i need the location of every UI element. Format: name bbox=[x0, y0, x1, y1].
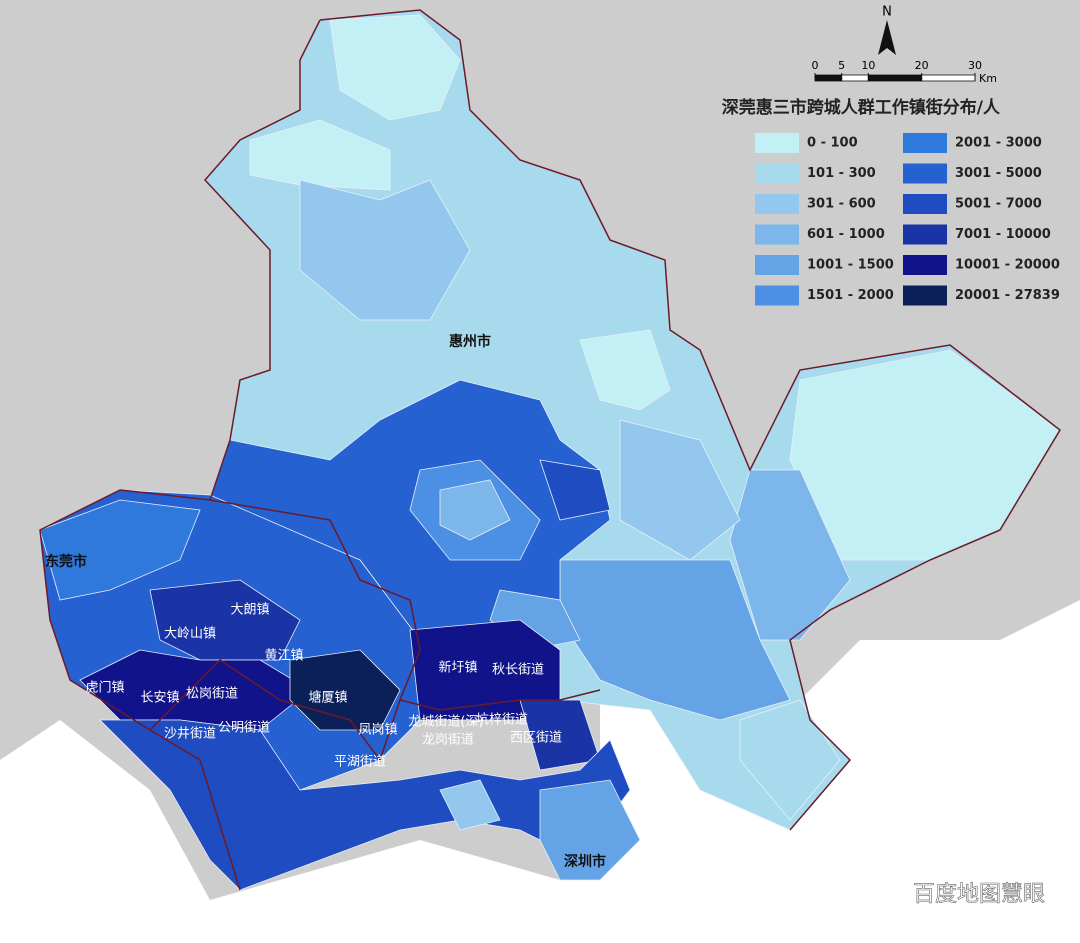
legend-label: 7001 - 10000 bbox=[955, 227, 1051, 242]
scale-label: 30 bbox=[968, 59, 982, 72]
scale-segment bbox=[814, 74, 843, 82]
legend-swatch bbox=[903, 194, 947, 214]
legend-swatch bbox=[903, 285, 947, 306]
place-label: 龙城街道(深) bbox=[408, 715, 483, 730]
place-label: 长安镇 bbox=[140, 691, 179, 706]
legend-swatch bbox=[755, 163, 799, 184]
place-label: 公明街道 bbox=[218, 721, 270, 736]
place-label: 东莞市 bbox=[45, 553, 87, 570]
place-label: 松岗街道 bbox=[186, 687, 238, 702]
district bbox=[619, 419, 741, 561]
legend-swatch bbox=[903, 224, 947, 245]
district bbox=[329, 14, 461, 121]
legend-label: 3001 - 5000 bbox=[955, 166, 1042, 181]
scale-label: 20 bbox=[915, 59, 929, 72]
place-label: 平湖街道 bbox=[334, 755, 386, 770]
legend-swatch bbox=[903, 255, 947, 275]
legend-label: 301 - 600 bbox=[807, 197, 876, 212]
legend-label: 1001 - 1500 bbox=[807, 258, 894, 273]
scale-segment bbox=[921, 74, 976, 82]
place-label: 深圳市 bbox=[564, 853, 606, 870]
legend-label: 5001 - 7000 bbox=[955, 197, 1042, 212]
place-label: 大岭山镇 bbox=[164, 627, 216, 642]
scale-segment bbox=[841, 74, 869, 82]
legend-swatch bbox=[903, 133, 947, 153]
watermark: 百度地图慧眼 bbox=[913, 882, 1045, 907]
north-arrow bbox=[878, 20, 896, 55]
legend-label: 1501 - 2000 bbox=[807, 288, 894, 303]
legend-label: 601 - 1000 bbox=[807, 227, 885, 242]
scale-label: 0 bbox=[812, 59, 819, 72]
place-label: 西区街道 bbox=[510, 731, 562, 746]
city-border bbox=[39, 19, 321, 891]
place-label: 黄江镇 bbox=[264, 649, 303, 664]
legend-swatch bbox=[755, 255, 799, 275]
scale-segment bbox=[867, 74, 923, 82]
district bbox=[559, 559, 791, 721]
legend-label: 0 - 100 bbox=[807, 136, 858, 151]
north-label: N bbox=[882, 5, 892, 20]
district bbox=[39, 499, 201, 601]
legend-swatch bbox=[755, 194, 799, 214]
legend: 0 - 100 101 - 300 301 - 600 601 - 1000 1001 … bbox=[755, 133, 1060, 306]
scale-unit: Km bbox=[979, 72, 997, 85]
district bbox=[539, 459, 611, 521]
legend-swatch bbox=[903, 163, 947, 184]
place-label: 坑梓街道 bbox=[476, 713, 528, 728]
place-label: 秋长街道 bbox=[492, 663, 544, 678]
legend-label: 2001 - 3000 bbox=[955, 136, 1042, 151]
city-border bbox=[319, 9, 1061, 831]
city-border bbox=[149, 659, 401, 762]
district bbox=[249, 119, 391, 191]
district bbox=[439, 779, 501, 831]
sea bbox=[0, 600, 1080, 943]
place-label: 凤岗镇 bbox=[358, 723, 397, 738]
place-label: 塘厦镇 bbox=[308, 690, 347, 706]
city-border bbox=[209, 499, 601, 711]
district bbox=[149, 579, 301, 661]
legend-label: 10001 - 20000 bbox=[955, 258, 1060, 273]
place-label: 虎门镇 bbox=[85, 681, 124, 696]
district bbox=[739, 699, 841, 821]
legend-swatch bbox=[755, 285, 799, 306]
legend-label: 20001 - 27839 bbox=[955, 288, 1060, 303]
regions bbox=[39, 9, 1061, 891]
legend-title: 深莞惠三市跨城人群工作镇街分布/人 bbox=[722, 97, 1001, 118]
scale-label: 5 bbox=[838, 59, 845, 72]
place-label: 新圩镇 bbox=[438, 660, 477, 676]
legend-label: 101 - 300 bbox=[807, 166, 876, 181]
district bbox=[299, 179, 471, 321]
scale-label: 10 bbox=[861, 59, 875, 72]
district bbox=[579, 329, 671, 411]
district bbox=[539, 779, 641, 881]
place-label: 沙井街道 bbox=[164, 727, 216, 742]
place-label: 龙岗街道 bbox=[422, 733, 474, 748]
place-label: 惠州市 bbox=[449, 333, 491, 350]
district bbox=[729, 469, 851, 641]
legend-swatch bbox=[755, 133, 799, 153]
legend-swatch bbox=[755, 224, 799, 245]
district bbox=[439, 479, 511, 541]
place-label: 大朗镇 bbox=[230, 603, 269, 618]
